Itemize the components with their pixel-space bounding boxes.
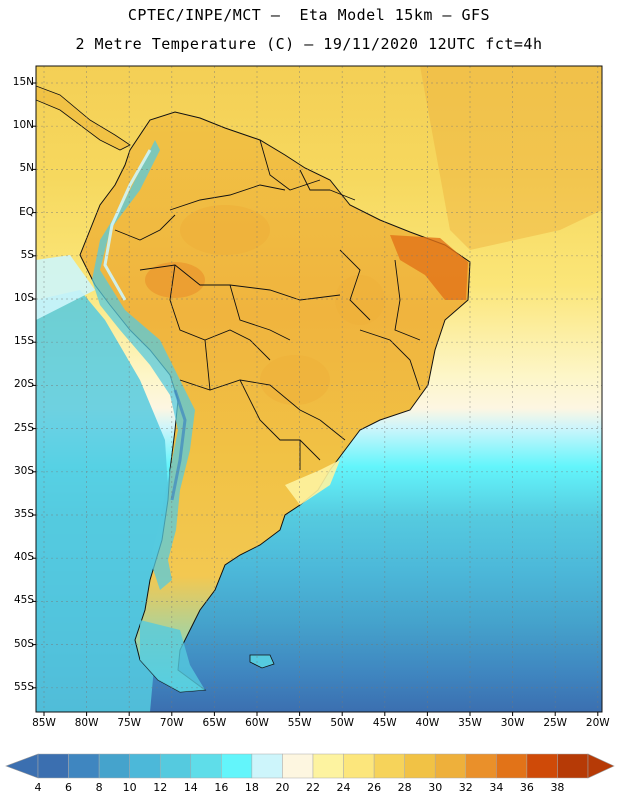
andes-cold-ridge — [92, 140, 195, 590]
lat-label: 10S — [13, 292, 34, 304]
colorbar-label: 4 — [34, 781, 42, 794]
colorbar-right-arrow — [587, 753, 615, 779]
axis-ticks — [32, 82, 599, 716]
colorbar-cell — [129, 753, 161, 779]
colorbar-cell — [221, 753, 253, 779]
colorbar — [5, 753, 615, 779]
amazon-warm-area — [180, 205, 270, 255]
lat-label: 10N — [12, 119, 34, 132]
pacific-cool-patch — [36, 255, 95, 320]
colorbar-label: 6 — [65, 781, 73, 794]
lat-label: 45S — [13, 594, 34, 607]
lon-label: 70W — [159, 717, 184, 729]
lon-label: 65W — [202, 717, 227, 729]
colorbar-label: 26 — [367, 781, 382, 794]
colorbar-cell — [434, 753, 467, 779]
northeast-brazil-hotspot — [390, 235, 468, 300]
lat-label: EQ — [19, 205, 34, 218]
colorbar-cell — [343, 753, 375, 779]
bolivia-warm-area — [145, 262, 205, 298]
lon-label: 80W — [74, 717, 99, 729]
lat-label: 40S — [13, 551, 34, 564]
colorbar-label: 36 — [519, 781, 534, 794]
lon-label: 25W — [543, 717, 568, 729]
patagonia-cool-area — [140, 620, 205, 692]
colorbar-label: 8 — [95, 781, 103, 794]
colorbar-cell — [312, 753, 344, 779]
lat-label: 50S — [13, 637, 34, 650]
colorbar-cell — [404, 753, 436, 779]
lon-label: 75W — [117, 717, 142, 729]
colorbar-cell — [251, 753, 283, 779]
lon-label: 60W — [245, 717, 269, 729]
lat-label: 5N — [19, 162, 34, 175]
andes-snow-line-south — [170, 389, 187, 501]
colorbar-label: 10 — [122, 781, 137, 794]
colorbar-cell — [526, 753, 558, 779]
map-frame — [35, 65, 603, 713]
colorbar-label: 32 — [458, 781, 473, 794]
lat-label: 35S — [13, 508, 34, 520]
atlantic-warm-water — [420, 66, 602, 250]
map-title-line2: 2 Metre Temperature (C) – 19/11/2020 12U… — [75, 35, 543, 53]
colorbar-cell — [37, 753, 69, 779]
lon-label: 40W — [415, 717, 440, 729]
lat-label: 55S — [13, 680, 34, 693]
central-america-land — [36, 85, 131, 151]
colorbar-label: 28 — [397, 781, 412, 794]
lat-label: 5S — [20, 248, 34, 261]
lon-label: 50W — [330, 717, 355, 729]
colorbar-cell — [282, 753, 314, 779]
andes-snow-line-north — [103, 149, 152, 301]
colorbar-label: 20 — [275, 781, 290, 794]
lon-label: 30W — [500, 717, 525, 729]
colorbar-label: 30 — [428, 781, 443, 794]
colorbar-cell — [159, 753, 192, 779]
lon-label: 45W — [372, 717, 397, 729]
colorbar-label: 22 — [306, 781, 320, 794]
colorbar-label: 24 — [336, 781, 351, 794]
lon-label: 85W — [32, 717, 56, 729]
lat-label: 25S — [13, 421, 34, 434]
map-title-line1: CPTEC/INPE/MCT – Eta Model 15km – GFS — [127, 6, 491, 24]
pacific-cold-water — [36, 290, 170, 712]
falkland-islands — [249, 654, 275, 669]
colorbar-label: 38 — [550, 781, 565, 794]
lon-label: 20W — [585, 717, 610, 729]
paraguay-warm-area — [260, 355, 330, 405]
colorbar-cell — [465, 753, 497, 779]
colorbar-left-arrow — [5, 753, 39, 779]
lat-label: 15S — [13, 335, 34, 348]
colorbar-label: 16 — [214, 781, 229, 794]
colorbar-cell — [68, 753, 100, 779]
lat-label: 30S — [13, 464, 34, 477]
uruguay-mild-area — [285, 460, 340, 505]
country-borders — [114, 139, 421, 470]
lon-label: 35W — [458, 717, 482, 729]
colorbar-label: 14 — [183, 781, 198, 794]
lat-label: 15N — [12, 76, 34, 88]
lat-label: 20S — [13, 378, 34, 391]
colorbar-label: 12 — [153, 781, 168, 794]
colorbar-cell — [98, 753, 130, 779]
lat-lon-grid — [36, 66, 602, 712]
colorbar-cell — [557, 753, 589, 779]
colorbar-cell — [373, 753, 405, 779]
colorbar-label: 34 — [489, 781, 504, 794]
colorbar-label: 18 — [244, 781, 259, 794]
colorbar-cell — [190, 753, 222, 779]
central-brazil-warm-area — [335, 275, 385, 325]
colorbar-cell — [496, 753, 528, 779]
lon-label: 55W — [287, 717, 312, 729]
